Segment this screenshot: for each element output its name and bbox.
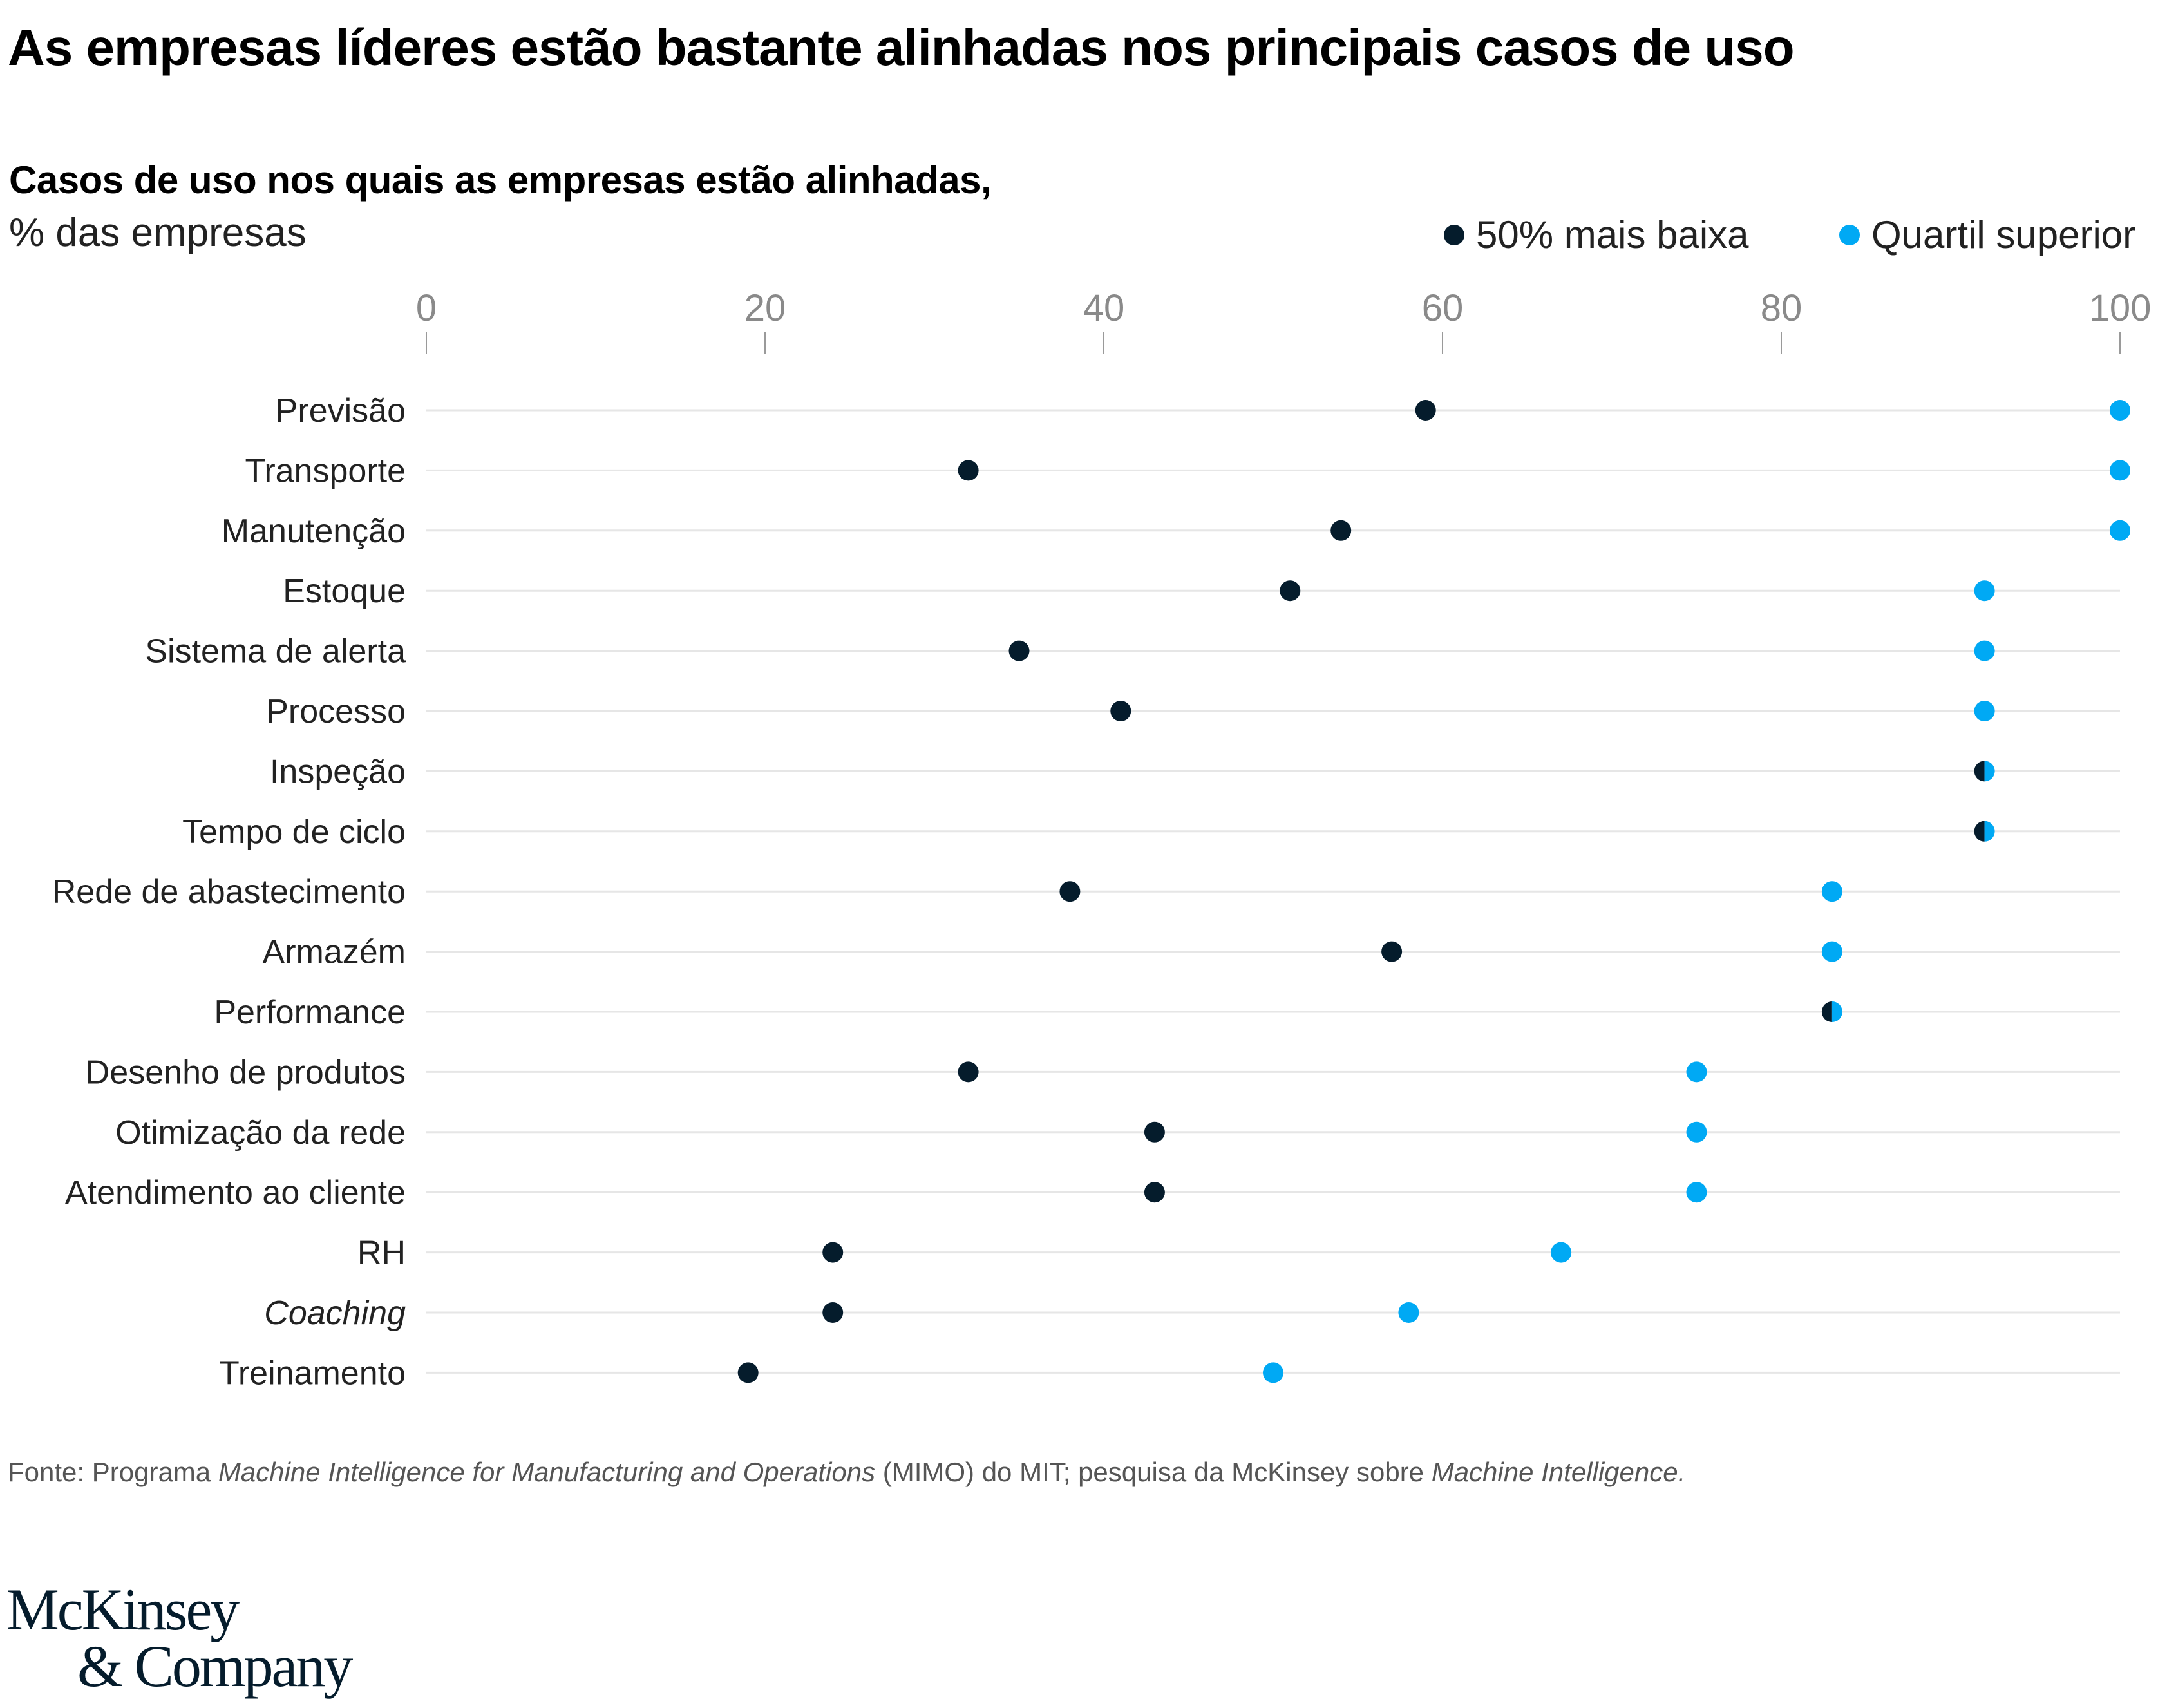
dot-bottom-50-half [1974, 821, 1985, 842]
dot-bottom-50 [958, 1061, 979, 1083]
x-tick-label: 80 [1761, 287, 1803, 329]
category-label: Performance [214, 994, 406, 1031]
legend-item-top-quartile: Quartil superior [1839, 213, 2135, 257]
dot-bottom-50 [1144, 1121, 1165, 1143]
dot-bottom-50-half [1821, 1001, 1832, 1022]
dot-bottom-50 [822, 1242, 844, 1263]
category-label: Tempo de ciclo [182, 813, 406, 851]
source-note: Fonte: Programa Machine Intelligence for… [8, 1457, 1685, 1488]
dot-top-quartile [2110, 520, 2130, 541]
category-label: Armazém [263, 934, 406, 971]
logo-line-1: McKinsey [6, 1577, 240, 1642]
category-label: Inspeção [270, 753, 406, 790]
dot-bottom-50 [1144, 1182, 1165, 1203]
dot-bottom-50-half [1974, 761, 1985, 782]
dot-top-quartile [1974, 580, 1995, 602]
category-label: Previsão [276, 392, 406, 430]
source-part: (MIMO) do MIT; pesquisa da McKinsey sobr… [875, 1457, 1432, 1487]
dot-bottom-50 [1415, 400, 1436, 421]
dot-bottom-50 [822, 1302, 844, 1323]
category-label: Manutenção [222, 513, 406, 550]
dot-top-quartile [1821, 881, 1842, 902]
x-tick-label: 40 [1083, 287, 1125, 329]
page-title: As empresas líderes estão bastante alinh… [8, 19, 1795, 76]
dot-top-quartile [1686, 1061, 1707, 1083]
dot-top-quartile [2110, 400, 2130, 421]
category-label: Treinamento [219, 1354, 406, 1392]
category-label: Atendimento ao cliente [65, 1174, 406, 1211]
legend-label: Quartil superior [1871, 213, 2136, 256]
dot-bottom-50 [1280, 580, 1301, 602]
source-part: Machine Intelligence. [1431, 1457, 1686, 1487]
dot-bottom-50 [1381, 941, 1403, 962]
category-label: Processo [266, 693, 406, 730]
dot-top-quartile [1974, 640, 1995, 661]
category-label: Estoque [283, 573, 406, 610]
chart-unit-label: % das empresas [9, 211, 307, 255]
dot-top-quartile-half [1984, 761, 1995, 782]
x-tick-label: 60 [1422, 287, 1464, 329]
source-part: Machine Intelligence for Manufacturing a… [218, 1457, 876, 1487]
dot-top-quartile [1551, 1242, 1572, 1263]
mckinsey-logo: McKinsey & Company [6, 1577, 353, 1699]
dot-bottom-50 [737, 1362, 759, 1383]
legend-label: 50% mais baixa [1476, 213, 1749, 256]
dot-top-quartile [1398, 1302, 1419, 1323]
category-label: Transporte [245, 452, 406, 489]
x-tick-label: 20 [744, 287, 786, 329]
category-label: RH [357, 1235, 406, 1272]
legend-item-bottom-50: 50% mais baixa [1444, 213, 1749, 257]
category-label: Otimização da rede [115, 1114, 406, 1152]
legend-dot-icon [1444, 224, 1464, 245]
x-tick-label: 0 [416, 287, 437, 329]
dot-top-quartile [1821, 941, 1842, 962]
dot-top-quartile [1686, 1182, 1707, 1203]
source-part: Fonte: Programa [8, 1457, 218, 1487]
category-label: Sistema de alerta [145, 633, 406, 670]
legend-dot-icon [1839, 224, 1860, 245]
chart-subtitle: Casos de uso nos quais as empresas estão… [9, 158, 992, 202]
dot-top-quartile-half [1984, 821, 1995, 842]
dot-top-quartile-half [1831, 1001, 1842, 1022]
category-label: Coaching [264, 1295, 406, 1332]
dot-top-quartile [1686, 1121, 1707, 1143]
dot-bottom-50 [958, 460, 979, 481]
dot-bottom-50 [1110, 701, 1131, 721]
dot-bottom-50 [1059, 881, 1081, 902]
category-label: Desenho de produtos [86, 1054, 406, 1091]
logo-line-2: & Company [77, 1633, 353, 1699]
dot-top-quartile [1263, 1362, 1283, 1383]
dot-top-quartile [2110, 460, 2130, 481]
dot-top-quartile [1974, 701, 1995, 721]
dot-bottom-50 [1330, 520, 1352, 541]
dot-bottom-50 [1008, 640, 1030, 661]
category-label: Rede de abastecimento [52, 873, 406, 911]
x-tick-label: 100 [2089, 287, 2152, 329]
